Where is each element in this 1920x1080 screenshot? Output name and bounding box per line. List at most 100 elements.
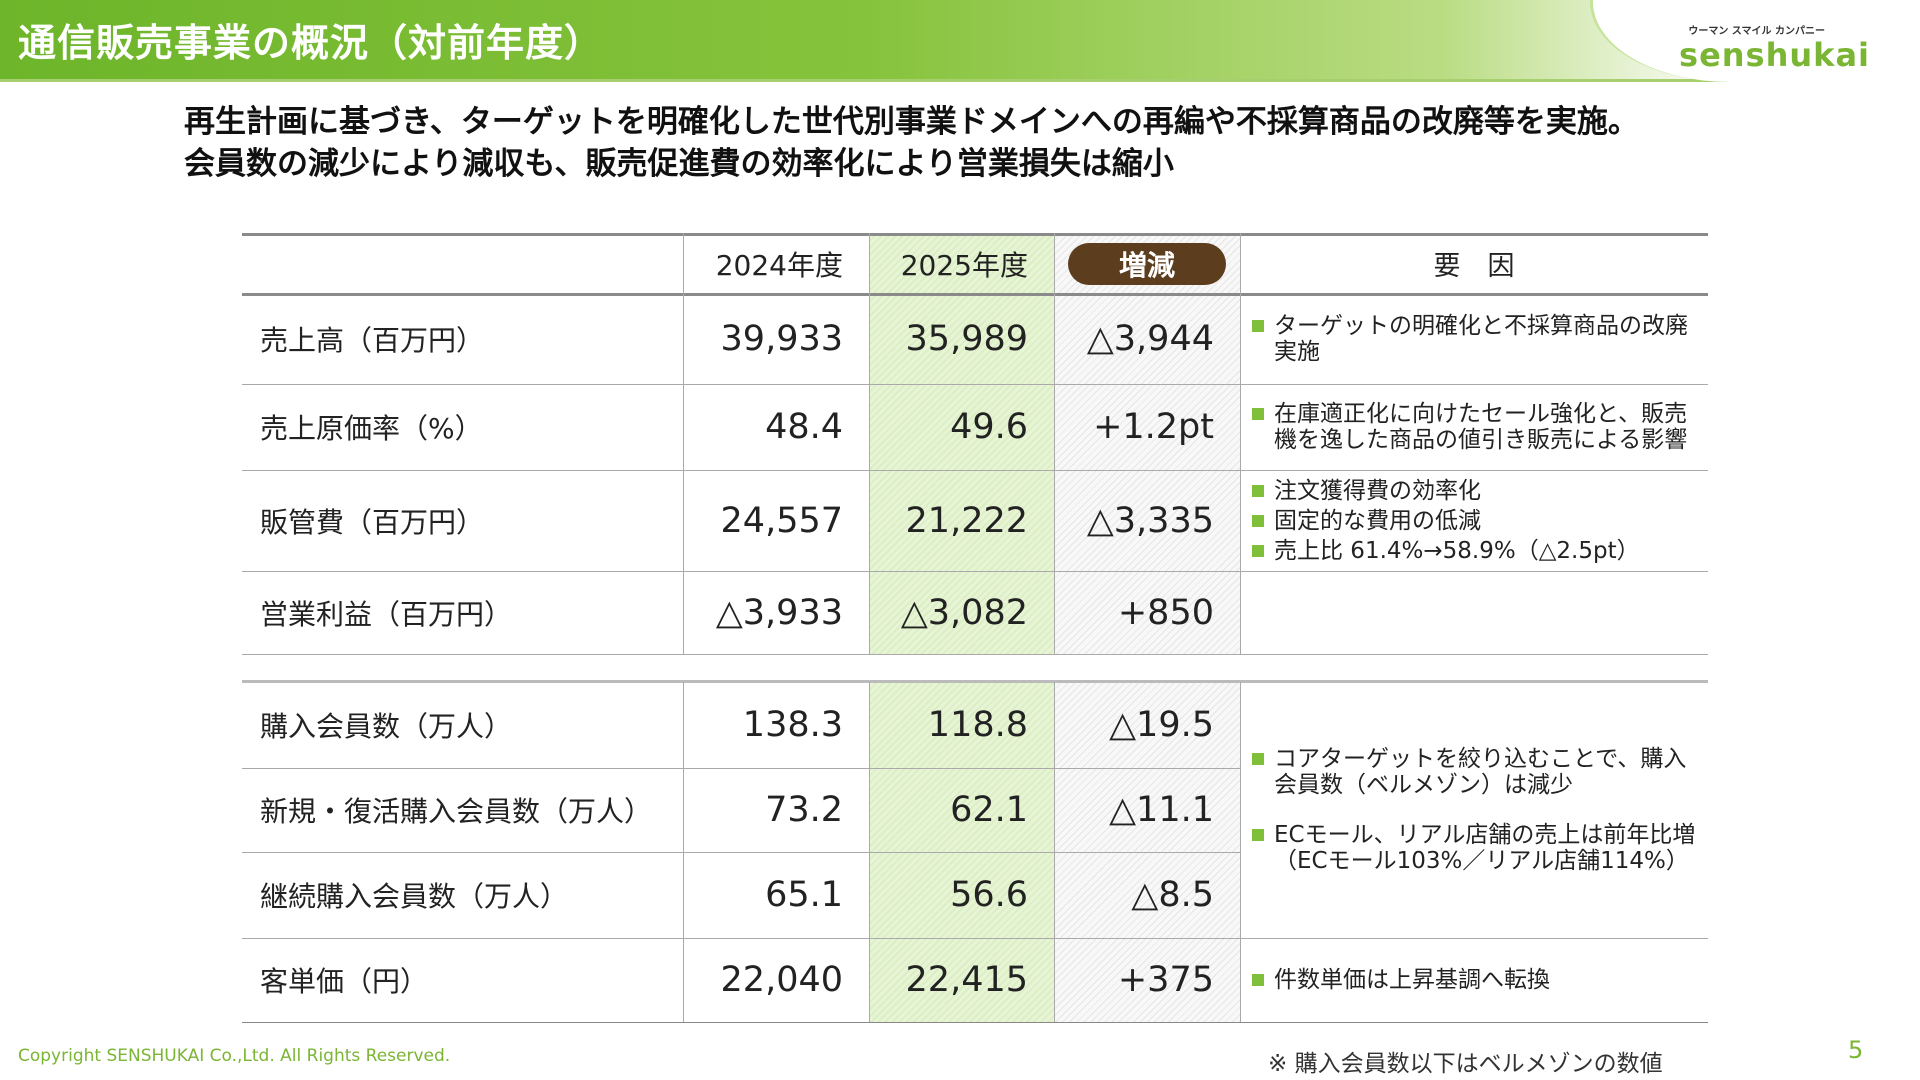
row-label: 購入会員数（万人） — [260, 710, 513, 743]
factor-cell: 注文獲得費の効率化固定的な費用の低減売上比 61.4%→58.9%（△2.5pt… — [1240, 470, 1708, 571]
row-divider — [242, 1022, 1708, 1023]
factor-cell: コアターゲットを絞り込むことで、購入会員数（ベルメゾン）は減少 ECモール、リアル… — [1240, 682, 1708, 938]
bullet-square-icon — [1252, 544, 1264, 557]
value-diff: +1.2pt — [1093, 407, 1214, 447]
value-2024: 22,040 — [720, 960, 843, 1000]
value-2025: 56.6 — [950, 875, 1028, 915]
bullet-square-icon — [1252, 484, 1264, 497]
factor-text: コアターゲットを絞り込むことで、購入会員数（ベルメゾン）は減少 — [1274, 746, 1687, 798]
value-2025: 62.1 — [950, 790, 1028, 830]
bullet-square-icon — [1252, 408, 1264, 420]
value-2024: 138.3 — [742, 705, 843, 745]
header-2024: 2024年度 — [715, 248, 843, 282]
row-label: 売上高（百万円） — [260, 324, 485, 357]
cell-2025-bg — [869, 571, 1054, 655]
row-divider — [242, 768, 1240, 769]
column-divider — [683, 233, 684, 655]
factor-item: コアターゲットを絞り込むことで、購入会員数（ベルメゾン）は減少 — [1252, 746, 1708, 798]
value-2024: 73.2 — [765, 790, 843, 830]
row-divider — [242, 654, 1708, 655]
value-2025: 21,222 — [905, 500, 1028, 541]
bullet-square-icon — [1252, 829, 1264, 841]
row-divider — [242, 233, 1708, 236]
cell-2025-bg — [869, 852, 1054, 938]
row-divider — [242, 470, 1708, 471]
factor-item: ECモール、リアル店舗の売上は前年比増（ECモール103%／リアル店舗114%） — [1252, 822, 1708, 874]
row-divider — [242, 571, 1708, 572]
bullet-square-icon — [1252, 753, 1264, 765]
factor-text: ECモール、リアル店舗の売上は前年比増（ECモール103%／リアル店舗114%） — [1274, 822, 1696, 874]
value-2025: 49.6 — [950, 407, 1028, 447]
factor-item: ターゲットの明確化と不採算商品の改廃実施 — [1252, 313, 1708, 365]
value-diff: +850 — [1117, 593, 1214, 633]
factor-text: 売上比 61.4%→58.9%（△2.5pt） — [1274, 537, 1640, 564]
value-2024: 39,933 — [720, 319, 843, 359]
column-divider — [869, 233, 870, 655]
cell-diff-bg — [1054, 571, 1240, 655]
diff-badge: 増減 — [1068, 242, 1226, 285]
value-2024: 24,557 — [720, 500, 843, 541]
footnote: ※ 購入会員数以下はベルメゾンの数値 — [1268, 1051, 1663, 1077]
factor-cell: ターゲットの明確化と不採算商品の改廃実施 — [1240, 294, 1708, 384]
value-diff: △19.5 — [1109, 705, 1214, 745]
row-divider — [242, 384, 1708, 385]
cell-diff-bg — [1054, 294, 1240, 384]
column-divider — [869, 682, 870, 1022]
row-label: 売上原価率（%） — [260, 412, 483, 445]
value-2025: 35,989 — [905, 319, 1028, 359]
cell-diff-bg — [1054, 852, 1240, 938]
header-2025: 2025年度 — [900, 248, 1028, 282]
row-divider — [242, 852, 1240, 853]
cell-2025-bg — [869, 938, 1054, 1022]
row-label: 営業利益（百万円） — [260, 598, 513, 631]
page-title: 通信販売事業の概況（対前年度） — [18, 21, 604, 65]
bullet-square-icon — [1252, 514, 1264, 527]
value-2024: 65.1 — [765, 875, 843, 915]
value-2025: △3,082 — [900, 593, 1028, 633]
value-2025: 22,415 — [905, 960, 1028, 1000]
factor-item: 固定的な費用の低減 — [1252, 508, 1481, 534]
header-diff: 増減 — [1054, 233, 1240, 294]
factor-text: 注文獲得費の効率化 — [1274, 477, 1481, 504]
value-2025: 118.8 — [927, 705, 1028, 745]
header-factors: 要 因 — [1433, 251, 1515, 282]
company-logo: senshukai — [1679, 36, 1870, 74]
column-divider — [1240, 682, 1241, 1022]
header-2025-bg — [869, 233, 1054, 294]
cell-diff-bg — [1054, 682, 1240, 768]
value-diff: △3,335 — [1086, 500, 1214, 541]
logo-area: ウーマン スマイル カンパニー senshukai — [1590, 0, 1920, 82]
row-label: 客単価（円） — [260, 965, 429, 998]
column-divider — [683, 682, 684, 1022]
value-2024: △3,933 — [715, 593, 843, 633]
cell-diff-bg — [1054, 470, 1240, 571]
bullet-square-icon — [1252, 320, 1264, 332]
value-diff: △11.1 — [1109, 790, 1214, 830]
cell-2025-bg — [869, 294, 1054, 384]
lead-line-1: 再生計画に基づき、ターゲットを明確化した世代別事業ドメインへの再編や不採算商品の… — [184, 104, 1639, 140]
column-divider — [1054, 233, 1055, 655]
row-divider — [242, 680, 1708, 683]
value-diff: +375 — [1117, 960, 1214, 1000]
column-divider — [1240, 233, 1241, 655]
bullet-square-icon — [1252, 974, 1264, 986]
row-divider — [242, 938, 1708, 939]
value-diff: △3,944 — [1086, 319, 1214, 359]
factor-cell: 件数単価は上昇基調へ転換 — [1240, 938, 1708, 1022]
factor-item: 件数単価は上昇基調へ転換 — [1252, 967, 1550, 993]
row-label: 販管費（百万円） — [260, 505, 485, 539]
cell-diff-bg — [1054, 384, 1240, 470]
value-2024: 48.4 — [765, 407, 843, 447]
column-divider — [1054, 682, 1055, 1022]
row-label: 継続購入会員数（万人） — [260, 880, 569, 913]
page-number: 5 — [1848, 1036, 1864, 1064]
lead-line-2: 会員数の減少により減収も、販売促進費の効率化により営業損失は縮小 — [184, 146, 1174, 182]
cell-2025-bg — [869, 470, 1054, 571]
factor-text: 件数単価は上昇基調へ転換 — [1274, 967, 1550, 993]
cell-2025-bg — [869, 384, 1054, 470]
factor-cell: 在庫適正化に向けたセール強化と、販売機を逸した商品の値引き販売による影響 — [1240, 384, 1708, 470]
cell-2025-bg — [869, 682, 1054, 768]
factor-text: 在庫適正化に向けたセール強化と、販売機を逸した商品の値引き販売による影響 — [1274, 401, 1688, 453]
factor-text: ターゲットの明確化と不採算商品の改廃実施 — [1274, 313, 1688, 365]
logo-tagline: ウーマン スマイル カンパニー — [1688, 26, 1825, 37]
